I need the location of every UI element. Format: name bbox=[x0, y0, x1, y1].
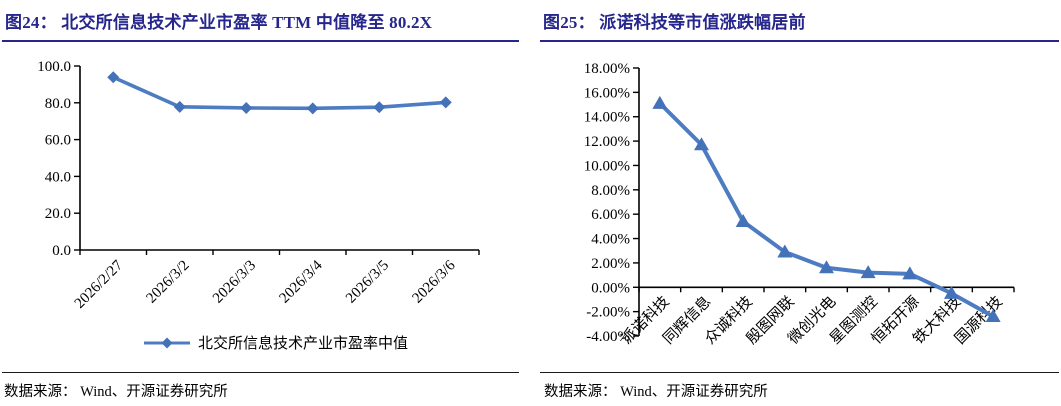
data-point-marker bbox=[173, 100, 186, 113]
data-point-marker bbox=[306, 102, 319, 115]
y-axis-tick-label: 0.00% bbox=[591, 280, 630, 296]
figure24-title: 图24： 北交所信息技术产业市盈率 TTM 中值降至 80.2X bbox=[2, 6, 519, 42]
y-axis-tick-label: 14.00% bbox=[584, 110, 630, 126]
data-point-marker bbox=[107, 71, 120, 84]
figure25-title: 图25： 派诺科技等市值涨跌幅居前 bbox=[540, 6, 1059, 42]
y-axis-tick-label: 40.0 bbox=[45, 169, 71, 185]
category-label: 2026/3/5 bbox=[343, 258, 392, 307]
figure24-panel: 图24： 北交所信息技术产业市盈率 TTM 中值降至 80.2X 0.0 20.0… bbox=[2, 6, 519, 400]
pe-ttm-median-line-chart: 0.0 20.0 40.0 60.0 80.0 100.0 2026/2/27 2026/3/… bbox=[37, 59, 480, 312]
category-label: 2026/3/4 bbox=[277, 257, 326, 306]
data-point-marker bbox=[240, 101, 253, 114]
series-line bbox=[657, 101, 996, 319]
figure24-legend-label: 北交所信息技术产业市盈率中值 bbox=[197, 336, 408, 352]
data-point-marker bbox=[694, 137, 709, 151]
category-label: 2026/2/27 bbox=[72, 257, 127, 312]
y-axis-tick-label: -2.00% bbox=[586, 305, 630, 321]
data-point-marker bbox=[373, 101, 386, 114]
data-point-marker bbox=[902, 266, 918, 280]
category-label: 2026/3/2 bbox=[144, 258, 193, 307]
category-label: 2026/3/6 bbox=[410, 257, 459, 306]
y-axis-tick-label: 4.00% bbox=[591, 232, 630, 248]
data-point-marker bbox=[944, 285, 959, 299]
data-point-marker bbox=[860, 265, 876, 279]
series-line bbox=[111, 75, 448, 111]
data-point-marker bbox=[777, 244, 793, 258]
y-axis-tick-label: 80.0 bbox=[45, 96, 71, 112]
data-point-marker bbox=[819, 260, 834, 274]
y-axis-tick-label: 12.00% bbox=[584, 134, 630, 150]
y-axis-tick-label: 10.00% bbox=[584, 158, 630, 174]
figure25-panel: 图25： 派诺科技等市值涨跌幅居前 -4.00% -2.00% 0.00% 2.00%… bbox=[540, 6, 1059, 400]
figure24-legend: 北交所信息技术产业市盈率中值 bbox=[2, 332, 519, 353]
y-axis-tick-label: 6.00% bbox=[591, 207, 630, 223]
legend-line-diamond-icon bbox=[143, 337, 190, 348]
data-point-marker bbox=[439, 96, 452, 109]
y-axis-tick-label: 100.0 bbox=[37, 59, 71, 75]
y-axis-tick-label: 2.00% bbox=[591, 256, 630, 272]
y-axis-tick-label: 20.0 bbox=[45, 206, 71, 222]
market-cap-change-line-chart: -4.00% -2.00% 0.00% 2.00% 4.00% 6.00% 8.00% 10.… bbox=[584, 61, 1015, 348]
figure24-source: 数据来源： Wind、开源证券研究所 bbox=[2, 372, 519, 401]
y-axis-tick-label: 18.00% bbox=[584, 61, 630, 77]
data-point-marker bbox=[735, 213, 751, 227]
data-point-marker bbox=[985, 309, 1001, 323]
figure25-source: 数据来源： Wind、开源证券研究所 bbox=[540, 372, 1059, 401]
y-axis-tick-label: -4.00% bbox=[586, 329, 630, 345]
y-axis-tick-label: 16.00% bbox=[584, 85, 630, 101]
category-label: 2026/3/3 bbox=[210, 258, 259, 307]
y-axis-tick-label: 8.00% bbox=[591, 183, 630, 199]
y-axis-tick-label: 60.0 bbox=[45, 133, 71, 149]
data-point-marker bbox=[652, 95, 668, 109]
y-axis-tick-label: 0.0 bbox=[52, 243, 71, 259]
